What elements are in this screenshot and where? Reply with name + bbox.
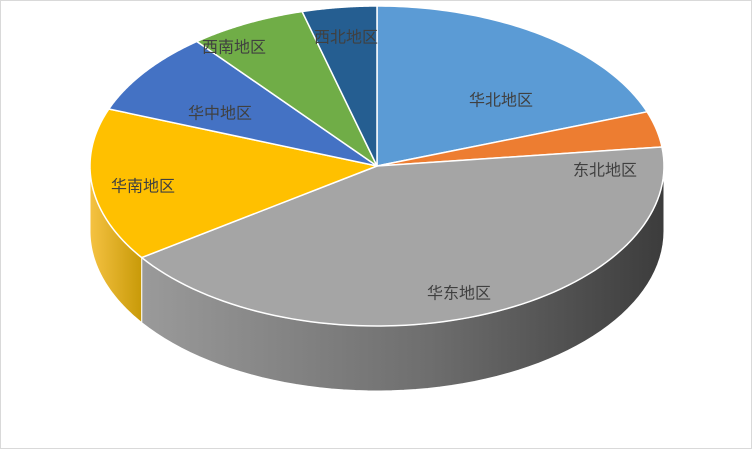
- pie-slice-3[interactable]: [89, 108, 378, 259]
- pie-label-4: 华中地区: [188, 104, 252, 123]
- pie-slice-4[interactable]: [108, 40, 378, 167]
- pie-label-2: 华东地区: [427, 284, 491, 303]
- pie-slice-0[interactable]: [376, 5, 648, 167]
- pie-label-1: 东北地区: [573, 161, 637, 180]
- pie-slice-6[interactable]: [301, 5, 378, 167]
- pie-slice-1[interactable]: [376, 111, 663, 167]
- pie-slice-5[interactable]: [196, 10, 378, 167]
- pie-label-3: 华南地区: [111, 177, 175, 196]
- pie-slice-2[interactable]: [140, 146, 665, 327]
- pie-label-0: 华北地区: [469, 91, 533, 110]
- pie-label-5: 西南地区: [202, 38, 266, 57]
- pie-label-6: 西北地区: [314, 28, 378, 47]
